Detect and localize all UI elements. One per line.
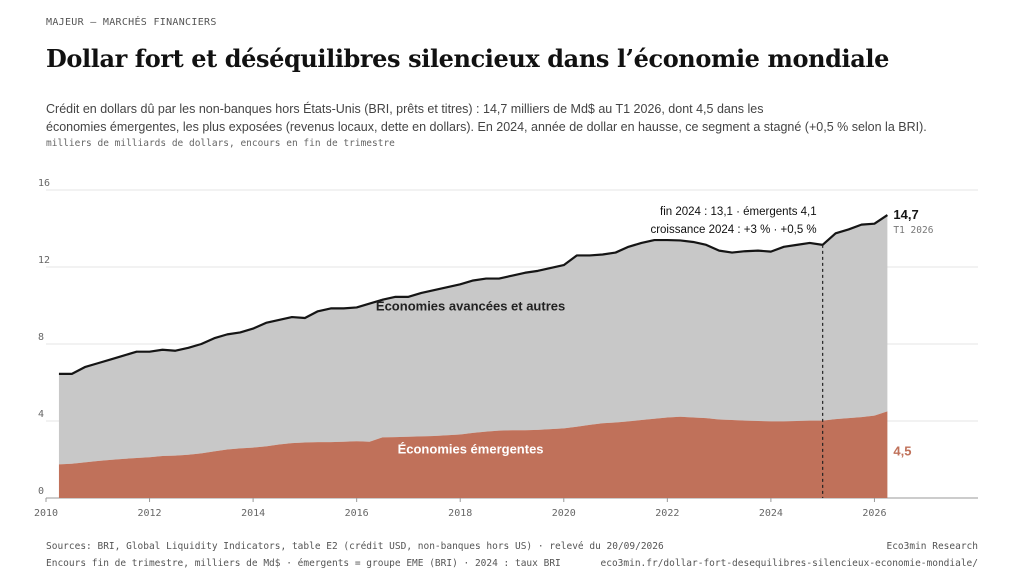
subtitle-line-2: économies émergentes, les plus exposées … [46, 120, 927, 134]
x-tick-label: 2020 [552, 508, 576, 519]
end-label-emerging: 4,5 [893, 444, 911, 459]
subtitle-line-1: Crédit en dollars dû par les non-banques… [46, 102, 764, 116]
series-label-emerging: Économies émergentes [398, 442, 544, 457]
x-tick-label: 2026 [862, 508, 886, 519]
x-tick-label: 2010 [34, 508, 58, 519]
series-label-advanced: Économies avancées et autres [376, 298, 565, 313]
x-tick-label: 2024 [759, 508, 783, 519]
x-tick-label: 2018 [448, 508, 472, 519]
unit-label: milliers de milliards de dollars, encour… [46, 138, 395, 149]
x-tick-label: 2016 [345, 508, 369, 519]
footer-sources: Sources: BRI, Global Liquidity Indicator… [46, 541, 664, 552]
annotation-text-1: fin 2024 : 13,1 · émergents 4,1 [660, 206, 817, 218]
y-tick-label: 12 [38, 255, 50, 266]
x-tick-label: 2012 [138, 508, 162, 519]
kicker: MAJEUR — MARCHÉS FINANCIERS [46, 17, 217, 28]
series-line-total [58, 214, 889, 375]
x-tick-label: 2014 [241, 508, 265, 519]
end-label-total: 14,7 [893, 207, 918, 222]
x-tick-label: 2022 [655, 508, 679, 519]
series-area-advanced [58, 215, 888, 465]
page-title: Dollar fort et déséquilibres silencieux … [46, 44, 889, 73]
subtitle: Crédit en dollars dû par les non-banques… [46, 100, 946, 136]
footer-notes: Encours fin de trimestre, milliers de Md… [46, 558, 561, 569]
y-tick-label: 0 [38, 486, 44, 497]
y-tick-label: 16 [38, 178, 50, 189]
footer-brand: Eco3min Research [886, 541, 978, 552]
end-label-total-period: T1 2026 [893, 225, 933, 236]
annotation-text-2: croissance 2024 : +3 % · +0,5 % [650, 224, 816, 236]
y-tick-label: 4 [38, 409, 44, 420]
y-tick-label: 8 [38, 332, 44, 343]
footer-url[interactable]: eco3min.fr/dollar-fort-desequilibres-sil… [600, 558, 979, 569]
series-area-emerging [58, 411, 888, 498]
